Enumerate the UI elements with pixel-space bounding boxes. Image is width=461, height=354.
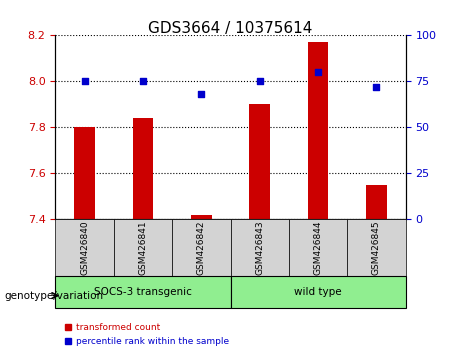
Point xyxy=(198,91,205,97)
FancyBboxPatch shape xyxy=(347,219,406,276)
Text: GSM426843: GSM426843 xyxy=(255,221,264,275)
FancyBboxPatch shape xyxy=(55,276,230,308)
Bar xyxy=(308,42,328,219)
Bar xyxy=(133,118,153,219)
FancyBboxPatch shape xyxy=(230,276,406,308)
Point xyxy=(81,79,88,84)
Text: GSM426841: GSM426841 xyxy=(138,221,148,275)
FancyBboxPatch shape xyxy=(172,219,230,276)
Bar xyxy=(366,185,387,219)
Text: SOCS-3 transgenic: SOCS-3 transgenic xyxy=(94,287,192,297)
FancyBboxPatch shape xyxy=(114,219,172,276)
Text: GSM426845: GSM426845 xyxy=(372,221,381,275)
Text: wild type: wild type xyxy=(294,287,342,297)
FancyBboxPatch shape xyxy=(230,219,289,276)
Text: GDS3664 / 10375614: GDS3664 / 10375614 xyxy=(148,21,313,36)
Text: GSM426844: GSM426844 xyxy=(313,221,323,275)
FancyBboxPatch shape xyxy=(289,219,347,276)
Point xyxy=(314,69,322,75)
Text: genotype/variation: genotype/variation xyxy=(5,291,104,301)
Text: GSM426842: GSM426842 xyxy=(197,221,206,275)
Text: GSM426840: GSM426840 xyxy=(80,221,89,275)
Legend: transformed count, percentile rank within the sample: transformed count, percentile rank withi… xyxy=(60,320,233,349)
Bar xyxy=(74,127,95,219)
FancyBboxPatch shape xyxy=(55,219,114,276)
Point xyxy=(373,84,380,90)
Point xyxy=(139,79,147,84)
Bar xyxy=(249,104,270,219)
Point xyxy=(256,79,263,84)
Bar xyxy=(191,215,212,219)
